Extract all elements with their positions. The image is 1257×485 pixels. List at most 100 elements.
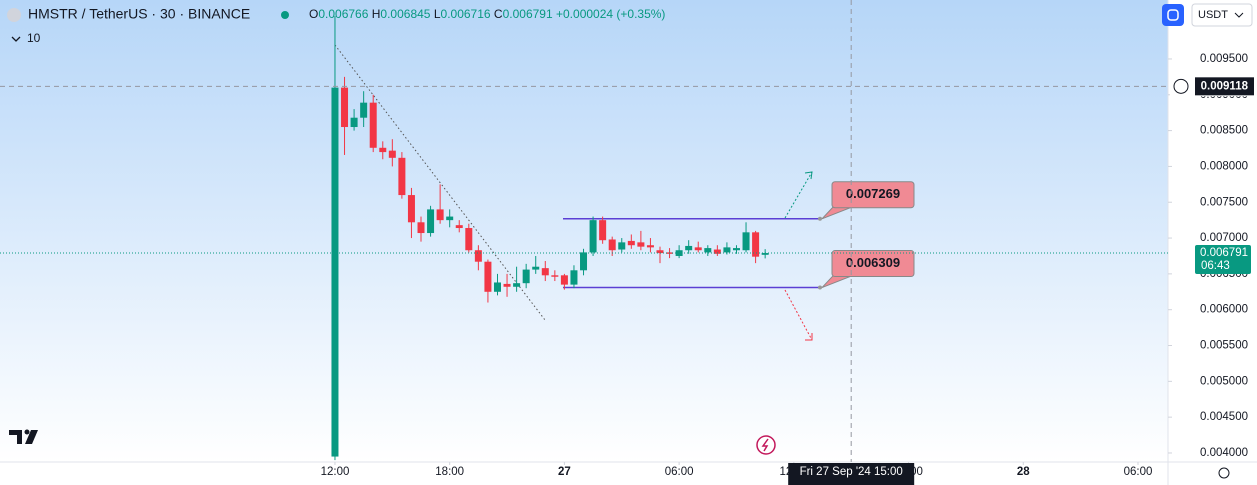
candle-body: [694, 247, 702, 251]
chevron: [1234, 12, 1244, 18]
candle-body: [407, 195, 415, 223]
candle-body: [551, 275, 559, 277]
logo-part: [9, 430, 22, 444]
last-price-box: [1195, 245, 1251, 275]
events-icon[interactable]: [756, 435, 776, 455]
candle-body: [589, 220, 597, 253]
status-dot: [281, 11, 289, 19]
candle-body: [637, 242, 645, 247]
y-tick-label: 0.008500: [1200, 125, 1248, 137]
candle-body: [560, 275, 568, 285]
down-arrow[interactable]: [784, 289, 813, 341]
y-tick-label: 0.004000: [1200, 447, 1248, 459]
ohlc-item: O: [309, 7, 318, 21]
candle-body: [484, 261, 492, 292]
ohlc-item: 0.006845: [380, 7, 430, 21]
level-handle: [818, 285, 822, 290]
settings-button[interactable]: [1162, 4, 1184, 26]
candle-body: [427, 209, 435, 234]
candle-body: [599, 220, 607, 241]
candle-body: [723, 247, 731, 253]
callout-box: [831, 181, 915, 209]
logo-part: [25, 430, 38, 444]
ohlc: O0.006766 H0.006845 L0.006716 C0.006791 …: [309, 7, 665, 21]
candle-body: [379, 147, 387, 153]
header: HMSTR / TetherUS · 30 · BINANCE O0.00676…: [7, 3, 1253, 479]
symbol-icon: [7, 8, 21, 22]
up-arrow-head: [804, 171, 813, 180]
crosshair-plus: [1173, 78, 1189, 94]
candle-body: [493, 282, 501, 292]
candle-body: [417, 222, 425, 234]
events-icon: [761, 438, 769, 452]
callout-label: 0.007269: [846, 186, 900, 201]
candle-body: [398, 157, 406, 196]
currency-label: USDT: [1198, 9, 1228, 21]
candle-body: [713, 249, 721, 254]
y-tick-label: 0.005500: [1200, 340, 1248, 352]
candle-body: [388, 150, 396, 158]
chevron[interactable]: [11, 36, 21, 42]
candle-body: [436, 209, 444, 221]
candle-body: [331, 87, 339, 457]
ohlc-item: 0.006716: [441, 7, 491, 21]
candle-body: [503, 283, 511, 287]
candle-body: [580, 252, 588, 271]
candle-body: [627, 240, 635, 246]
candle-body: [761, 253, 769, 255]
settings-gear[interactable]: [1218, 467, 1230, 479]
candle-body: [732, 248, 740, 251]
up-arrow[interactable]: [784, 171, 813, 219]
ohlc-item: +0.000024: [556, 7, 613, 21]
down-arrow-head: [805, 333, 813, 341]
candle-body: [350, 117, 358, 128]
countdown: 06:43: [1201, 260, 1230, 272]
callout-box: [831, 250, 915, 278]
ohlc-item: 0.006791: [503, 7, 553, 21]
ohlc-item: L: [434, 7, 441, 21]
candle-body: [360, 102, 368, 118]
x-tick-label: 28: [1017, 466, 1030, 478]
candle-body: [704, 248, 712, 253]
candle-body: [570, 270, 578, 285]
last-price-label: 0.006791: [1200, 247, 1248, 259]
crosshair-y-tag: [1195, 77, 1254, 96]
y-tick-label: 0.009500: [1200, 53, 1248, 65]
candle-body: [513, 283, 521, 287]
candle-body: [474, 250, 482, 262]
trend-line[interactable]: [334, 44, 546, 321]
ohlc-item: C: [494, 7, 503, 21]
x-tick-label: 27: [558, 466, 571, 478]
x-tick-label: 18:00: [435, 466, 464, 478]
plot-background: [0, 0, 1168, 462]
candle-body: [455, 225, 463, 229]
y-tick-label: 0.008000: [1200, 160, 1248, 172]
candle-body: [656, 250, 664, 254]
y-tick-label: 0.004500: [1200, 411, 1248, 423]
x-tick-label: 12:00: [321, 466, 350, 478]
symbol[interactable]: HMSTR / TetherUS · 30 · BINANCE: [28, 6, 250, 22]
currency-button[interactable]: [1191, 3, 1253, 27]
candle-body: [532, 266, 540, 270]
crosshair-x-box: [788, 463, 915, 485]
indicator-count[interactable]: 10: [27, 31, 41, 45]
candle-body: [465, 228, 473, 251]
candle-body: [541, 268, 549, 276]
crosshair-x-label: Fri 27 Sep '24 15:00: [800, 466, 903, 478]
candle-body: [752, 232, 760, 257]
candle-body: [446, 216, 454, 221]
y-tick-label: 0.007500: [1200, 196, 1248, 208]
callout-label: 0.006309: [846, 255, 900, 270]
candle-body: [675, 250, 683, 256]
candle-body: [742, 232, 750, 251]
y-tick-label: 0.006000: [1200, 304, 1248, 316]
candle-body: [618, 242, 626, 250]
x-tick-label: 06:00: [665, 466, 694, 478]
logo[interactable]: [9, 429, 38, 445]
ohlc-item: H: [372, 7, 381, 21]
x-tick-label: 06:00: [1124, 466, 1153, 478]
level-handle: [818, 216, 822, 221]
ohlc-item: (+0.35%): [616, 7, 665, 21]
settings-icon: [1167, 9, 1179, 21]
